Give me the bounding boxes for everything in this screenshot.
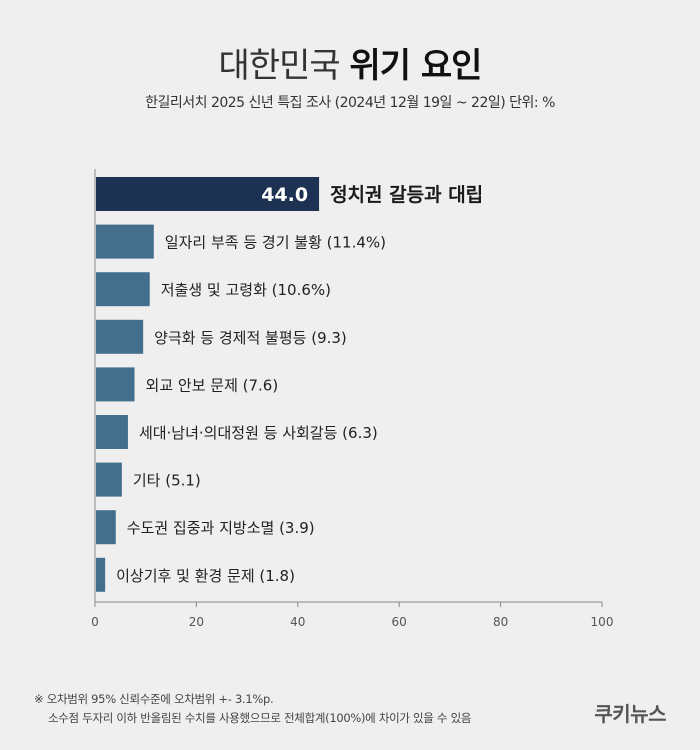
bar-3 xyxy=(96,319,144,354)
bar-label-5: 세대·남녀·의대정원 등 사회갈등 (6.3) xyxy=(139,424,378,442)
bar-8 xyxy=(96,557,106,592)
bar-label-0: 정치권 갈등과 대립 xyxy=(330,184,483,206)
bar-2 xyxy=(96,272,150,307)
x-tick-label-2: 40 xyxy=(290,615,305,629)
bar-value-label-0: 44.0 xyxy=(261,184,308,206)
footnote-line-2: 소수점 두자리 이하 반올림된 수치를 사용했으므로 전체합계(100%)에 차… xyxy=(48,711,472,725)
bar-7 xyxy=(96,510,116,545)
bar-label-8: 이상기후 및 환경 문제 (1.8) xyxy=(116,567,295,585)
bar-5 xyxy=(96,415,128,449)
bar-0 xyxy=(96,177,320,211)
x-tick-label-0: 0 xyxy=(91,615,99,629)
bar-label-7: 수도권 집중과 지방소멸 (3.9) xyxy=(127,519,315,537)
bar-label-1: 일자리 부족 등 경기 불황 (11.4%) xyxy=(165,234,386,252)
title-bold: 위기 요인 xyxy=(349,46,482,86)
x-tick-label-1: 20 xyxy=(189,615,204,629)
x-tick-label-5: 100 xyxy=(591,615,614,629)
bar-4 xyxy=(96,367,135,402)
bar-6 xyxy=(96,462,122,497)
chart-title: 대한민국 위기 요인 xyxy=(0,38,700,87)
footnote-line-1: ※ 오차범위 95% 신뢰수준에 오차범위 +- 3.1%p. xyxy=(34,692,274,706)
chart-subtitle: 한길리서치 2025 신년 특집 조사 (2024년 12월 19일 ~ 22일… xyxy=(145,95,555,111)
bar-label-6: 기타 (5.1) xyxy=(133,472,201,490)
bar-1 xyxy=(96,224,154,259)
footnote: ※ 오차범위 95% 신뢰수준에 오차범위 +- 3.1%p. 소수점 두자리 … xyxy=(34,690,471,728)
x-tick-label-3: 60 xyxy=(392,615,407,629)
bar-label-2: 저출생 및 고령화 (10.6%) xyxy=(161,281,331,299)
brand-logo: 쿠키뉴스 xyxy=(594,702,666,726)
title-normal: 대한민국 xyxy=(218,46,341,86)
bar-label-4: 외교 안보 문제 (7.6) xyxy=(146,376,279,394)
x-tick-label-4: 80 xyxy=(493,615,508,629)
bar-label-3: 양극화 등 경제적 불평등 (9.3) xyxy=(154,329,347,347)
